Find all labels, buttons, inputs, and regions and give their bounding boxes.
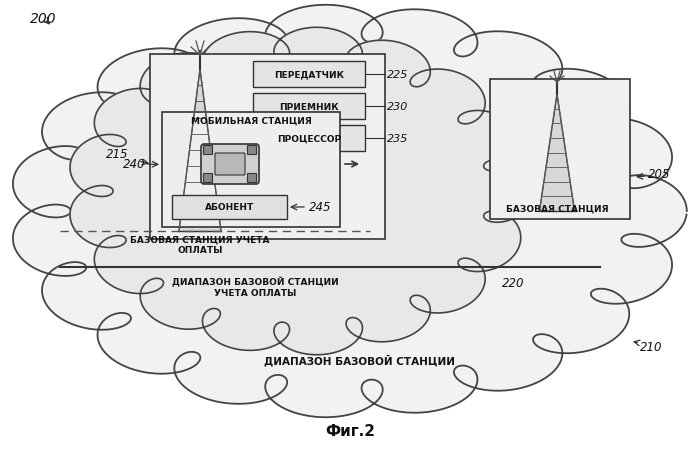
Bar [150,55,385,240]
Text: БАЗОВАЯ СТАНЦИЯ УЧЕТА
ОПЛАТЫ: БАЗОВАЯ СТАНЦИЯ УЧЕТА ОПЛАТЫ [130,235,270,255]
Text: 240: 240 [122,158,145,171]
Text: ПЕРЕДАТЧИК: ПЕРЕДАТЧИК [274,70,344,79]
Text: БАЗОВАЯ СТАНЦИЯ: БАЗОВАЯ СТАНЦИЯ [505,205,608,213]
Text: 225: 225 [387,70,408,80]
Text: Фиг.2: Фиг.2 [325,424,375,438]
Text: 230: 230 [387,102,408,112]
Text: 205: 205 [648,168,671,181]
FancyBboxPatch shape [248,174,256,183]
FancyBboxPatch shape [204,174,213,183]
FancyBboxPatch shape [248,146,256,155]
Text: 235: 235 [387,134,408,144]
Text: 200: 200 [30,12,57,26]
Bar [253,62,365,88]
FancyBboxPatch shape [215,154,245,176]
Text: ДИАПАЗОН БАЗОВОЙ СТАНЦИИ: ДИАПАЗОН БАЗОВОЙ СТАНЦИИ [172,276,338,286]
Polygon shape [13,6,687,417]
Text: 245: 245 [309,201,332,214]
Text: ПРОЦЕССОР: ПРОЦЕССОР [277,134,341,143]
Bar [172,196,287,219]
Text: 215: 215 [106,148,128,161]
FancyBboxPatch shape [204,146,213,155]
Bar [253,126,365,151]
Text: 220: 220 [502,276,524,289]
Bar [490,80,630,219]
Polygon shape [179,70,221,231]
Bar [253,94,365,120]
Text: ПРИЕМНИК: ПРИЕМНИК [279,102,339,111]
FancyBboxPatch shape [201,145,259,185]
Text: МОБИЛЬНАЯ СТАНЦИЯ: МОБИЛЬНАЯ СТАНЦИЯ [190,117,312,126]
Polygon shape [70,28,533,355]
Text: АБОНЕНТ: АБОНЕНТ [205,203,254,212]
Bar [162,113,340,228]
Polygon shape [540,95,575,212]
Text: 210: 210 [640,341,662,354]
Text: ДИАПАЗОН БАЗОВОЙ СТАНЦИИ: ДИАПАЗОН БАЗОВОЙ СТАНЦИИ [265,353,456,365]
Text: УЧЕТА ОПЛАТЫ: УЧЕТА ОПЛАТЫ [214,288,296,297]
